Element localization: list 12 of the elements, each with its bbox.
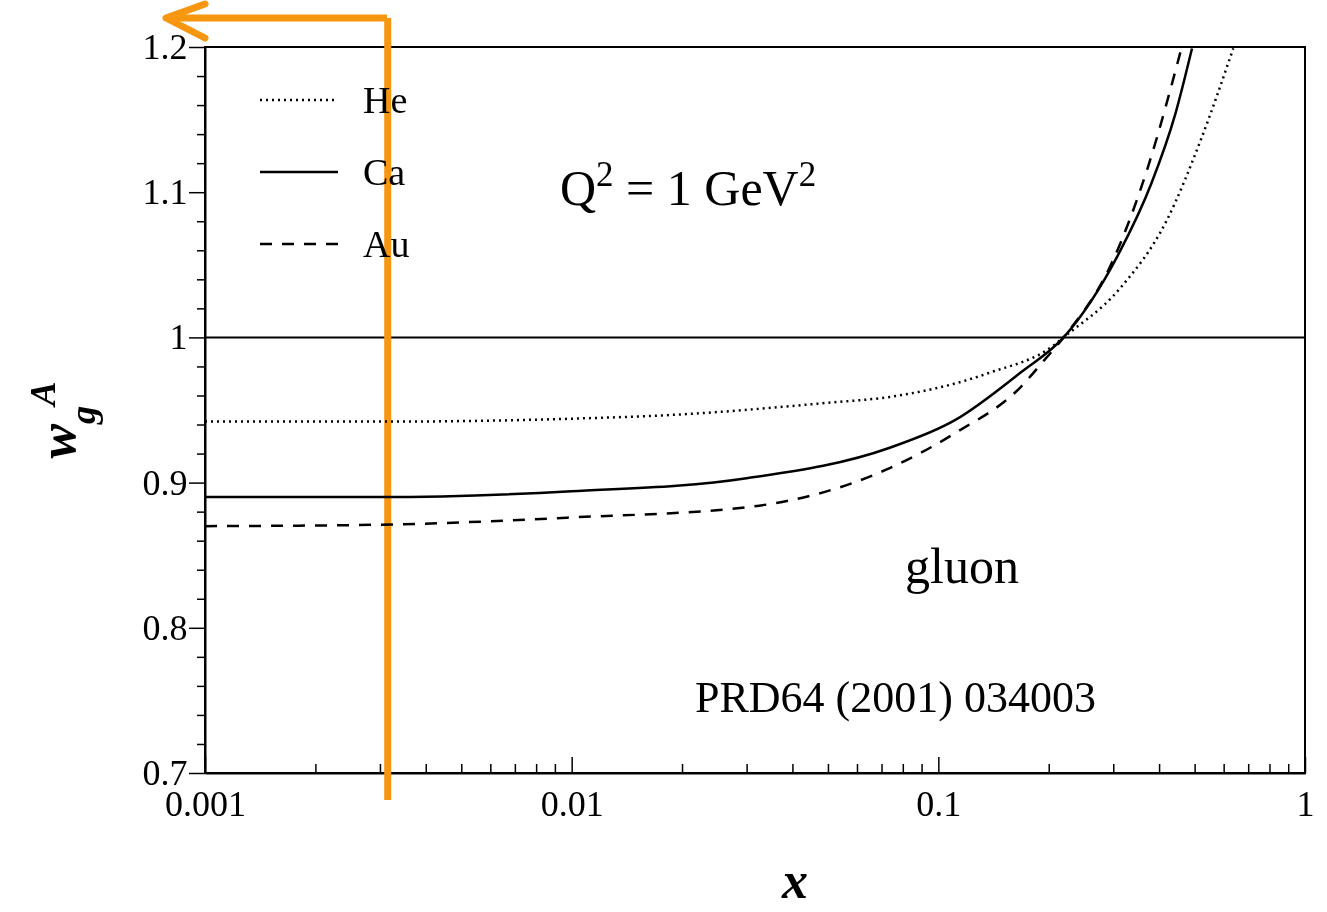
x-tick-label: 0.1 <box>916 783 962 824</box>
y-tick-label: 0.8 <box>142 607 188 648</box>
y-tick-label: 1.1 <box>142 172 188 213</box>
y-tick-label: 0.9 <box>142 462 188 503</box>
x-tick-label: 1 <box>1296 783 1315 824</box>
y-tick-label: 1.2 <box>142 27 188 68</box>
x-axis-title: x <box>781 852 808 909</box>
annotation: Q$^{2}$ = 1 GeV$^{2}$ <box>560 154 817 216</box>
annotation: gluon <box>905 538 1019 594</box>
x-tick-label: 0.01 <box>540 783 604 824</box>
y-tick-label: 1 <box>169 317 188 358</box>
annotation: PRD64 (2001) 034003 <box>695 673 1096 722</box>
